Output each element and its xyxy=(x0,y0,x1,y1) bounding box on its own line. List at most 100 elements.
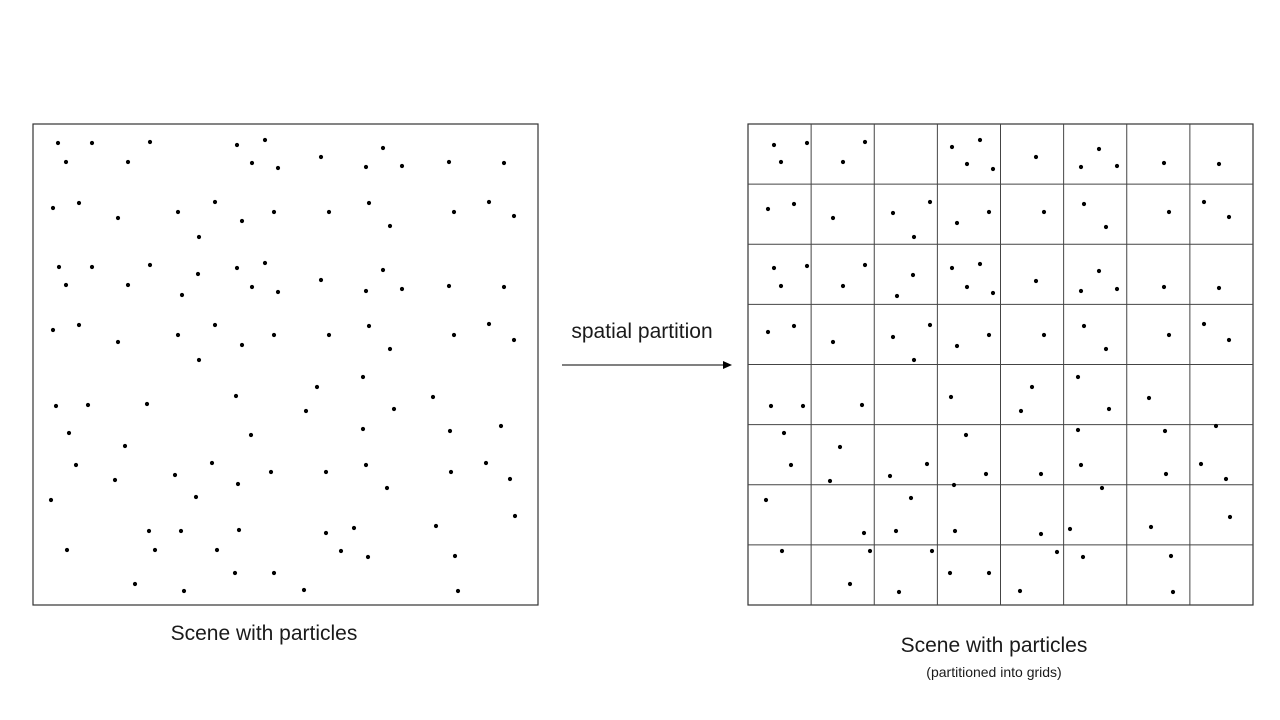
right-particle xyxy=(1163,471,1169,477)
right-particle xyxy=(1161,284,1167,290)
left-particle xyxy=(249,160,255,166)
right-particle xyxy=(771,265,777,271)
left-particle xyxy=(360,426,366,432)
right-particle xyxy=(1033,154,1039,160)
right-particle xyxy=(827,478,833,484)
right-particle xyxy=(763,497,769,503)
right-particle xyxy=(887,473,893,479)
right-particle xyxy=(911,234,917,240)
right-particle xyxy=(948,394,954,400)
partition-arrow-head xyxy=(723,361,732,369)
right-particle xyxy=(1078,462,1084,468)
left-particle xyxy=(275,165,281,171)
right-particle xyxy=(990,166,996,172)
left-particle xyxy=(268,469,274,475)
left-particle xyxy=(338,548,344,554)
right-particle xyxy=(791,201,797,207)
left-particles xyxy=(48,137,518,594)
left-particle xyxy=(271,332,277,338)
left-particle xyxy=(391,406,397,412)
right-particle xyxy=(1103,346,1109,352)
right-particle xyxy=(1114,286,1120,292)
left-particle xyxy=(430,394,436,400)
right-particle xyxy=(1081,323,1087,329)
left-particle xyxy=(318,277,324,283)
left-particle xyxy=(193,494,199,500)
left-particle xyxy=(318,154,324,160)
left-particle xyxy=(363,288,369,294)
right-particle xyxy=(1078,164,1084,170)
right-particle xyxy=(778,283,784,289)
left-particle xyxy=(446,159,452,165)
left-particle xyxy=(303,408,309,414)
right-particle xyxy=(1038,471,1044,477)
right-particle xyxy=(1096,146,1102,152)
left-scene-frame xyxy=(32,123,539,606)
left-particle xyxy=(232,570,238,576)
right-particle xyxy=(779,548,785,554)
left-particle xyxy=(262,137,268,143)
left-particle xyxy=(314,384,320,390)
right-particle xyxy=(1067,526,1073,532)
left-particle xyxy=(512,513,518,519)
left-particle xyxy=(433,523,439,529)
right-particle xyxy=(908,495,914,501)
right-particle xyxy=(1161,160,1167,166)
left-particle xyxy=(483,460,489,466)
left-particle xyxy=(66,430,72,436)
right-particle xyxy=(1033,278,1039,284)
left-particle xyxy=(212,199,218,205)
left-particle xyxy=(366,323,372,329)
right-particle xyxy=(1226,337,1232,343)
right-particle xyxy=(896,589,902,595)
right-particle xyxy=(830,215,836,221)
right-particle xyxy=(1162,428,1168,434)
left-particle xyxy=(326,332,332,338)
left-particle xyxy=(399,286,405,292)
right-particle xyxy=(804,140,810,146)
left-particle xyxy=(112,477,118,483)
left-particle xyxy=(115,215,121,221)
right-particle xyxy=(986,570,992,576)
left-particle xyxy=(76,322,82,328)
left-particle xyxy=(326,209,332,215)
right-particle xyxy=(1223,476,1229,482)
left-particle xyxy=(175,209,181,215)
right-particle xyxy=(963,432,969,438)
right-particle xyxy=(894,293,900,299)
left-particle xyxy=(144,401,150,407)
left-particle xyxy=(239,218,245,224)
right-particle xyxy=(861,530,867,536)
left-particle xyxy=(501,160,507,166)
right-particle xyxy=(1018,408,1024,414)
left-particle xyxy=(498,423,504,429)
left-particle xyxy=(239,342,245,348)
right-particle xyxy=(910,272,916,278)
right-particle xyxy=(1106,406,1112,412)
left-particle xyxy=(76,200,82,206)
right-particle xyxy=(1216,285,1222,291)
left-particle xyxy=(446,283,452,289)
left-particle xyxy=(146,528,152,534)
left-particle xyxy=(55,140,61,146)
left-particle xyxy=(380,267,386,273)
right-particle xyxy=(1041,209,1047,215)
left-particle xyxy=(271,570,277,576)
left-particle xyxy=(366,200,372,206)
right-particle xyxy=(1166,332,1172,338)
left-particle xyxy=(271,209,277,215)
right-particle xyxy=(1226,214,1232,220)
left-particle xyxy=(486,199,492,205)
left-particle xyxy=(448,469,454,475)
left-particle xyxy=(234,265,240,271)
right-particle xyxy=(804,263,810,269)
right-particle xyxy=(1201,199,1207,205)
right-particle xyxy=(977,137,983,143)
left-particle xyxy=(56,264,62,270)
left-particle xyxy=(249,284,255,290)
left-particle xyxy=(214,547,220,553)
right-particle xyxy=(1029,384,1035,390)
left-particle xyxy=(323,530,329,536)
right-particle xyxy=(954,220,960,226)
